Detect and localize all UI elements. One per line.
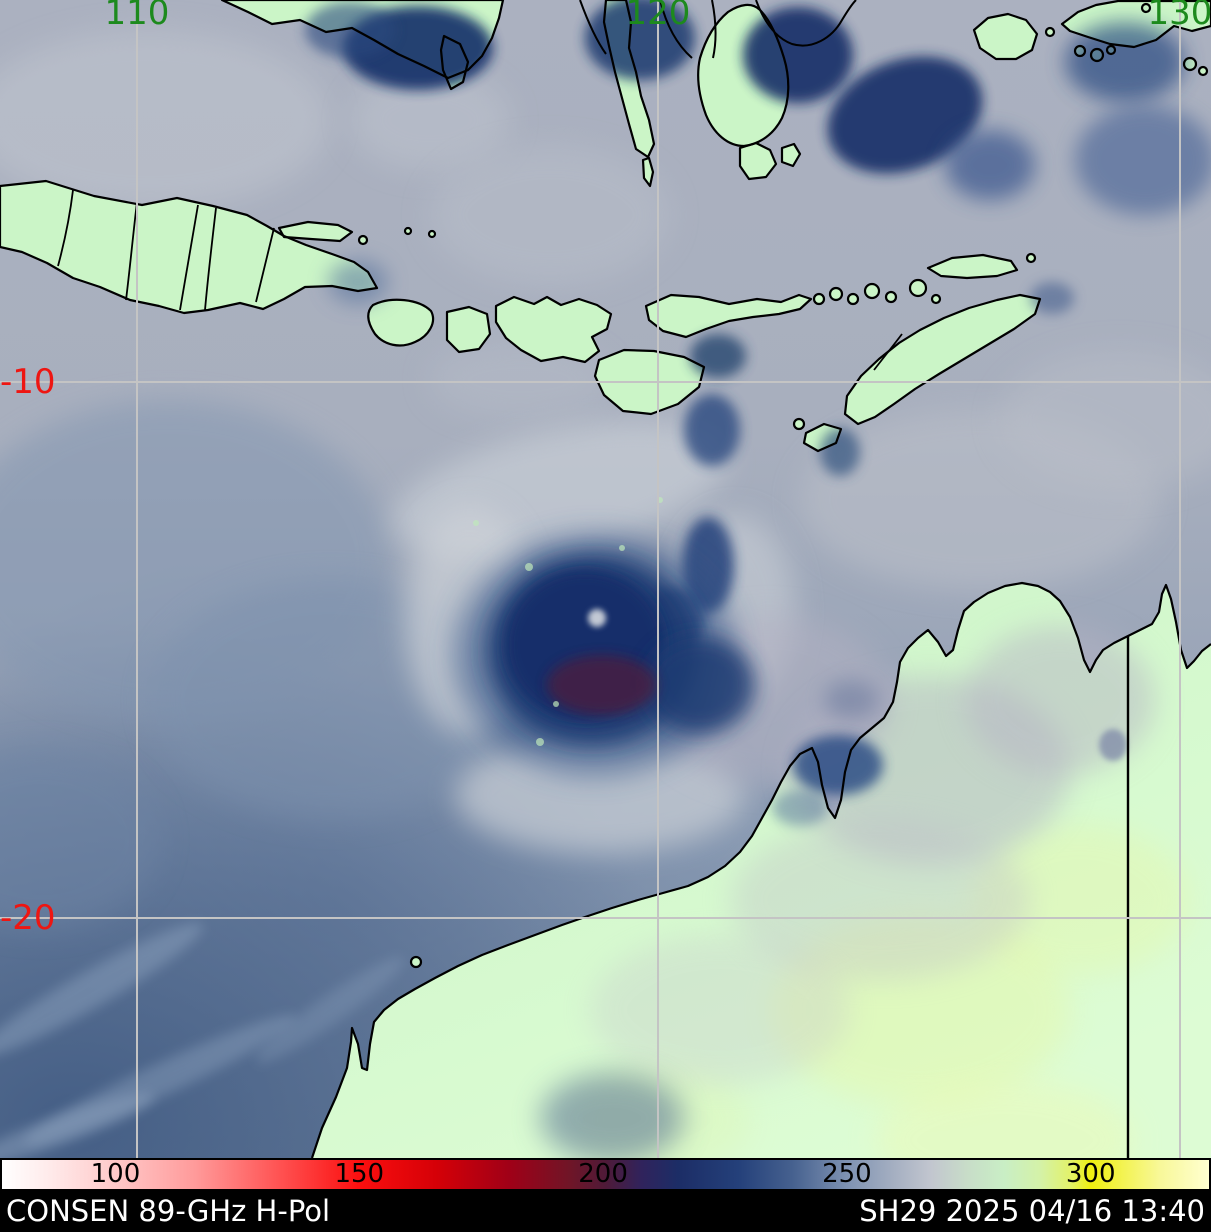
convection-blob (827, 56, 983, 174)
ocean-cloud-layer (0, 30, 1211, 1158)
convection-blob (690, 334, 746, 378)
speckle-layer (473, 497, 663, 746)
cyclone-eye (588, 609, 606, 627)
convection-blob (1099, 729, 1127, 761)
colorbar-tick-200: 200 (578, 1159, 628, 1189)
convection-blob (820, 428, 860, 476)
convection-blob (824, 680, 880, 720)
convection-blob (1030, 282, 1074, 314)
convection-layer (305, 0, 1211, 1158)
lon-label-130: 130 (1147, 0, 1211, 33)
cyclone-east-lobe (645, 637, 755, 733)
convection-blob (945, 130, 1035, 200)
lat-label--20: -20 (0, 898, 56, 938)
convection-blob (772, 790, 828, 826)
storm-timestamp: SH29 2025 04/16 13:40 (859, 1194, 1205, 1228)
rainband-blob (684, 394, 740, 466)
lon-label-110: 110 (104, 0, 170, 33)
convection-blob (1065, 22, 1185, 102)
convection-blob (743, 7, 853, 103)
brightness-temperature-colorbar: 100 150 200 250 300 (0, 1158, 1211, 1191)
convection-blob (793, 735, 883, 795)
colorbar-tick-150: 150 (334, 1159, 385, 1189)
product-title: CONSEN 89-GHz H-Pol (6, 1194, 331, 1228)
admin-borders (57, 189, 903, 371)
land-cloud-layer (570, 615, 1190, 1158)
lon-label-120: 120 (625, 0, 691, 33)
cyclone-deep-convection (547, 655, 657, 715)
colorbar-tick-250: 250 (822, 1159, 872, 1189)
coastline-layer (0, 0, 1211, 1158)
caption-bar: CONSEN 89-GHz H-Pol SH29 2025 04/16 13:4… (0, 1191, 1211, 1232)
colorbar-tick-300: 300 (1065, 1159, 1116, 1189)
colorbar-tick-100: 100 (90, 1159, 141, 1189)
convection-blob (328, 260, 388, 304)
convection-blob (1075, 105, 1211, 215)
imagery-and-coastlines (0, 0, 1211, 1158)
satellite-map: 110 120 130 -10 -20 (0, 0, 1211, 1158)
convection-blob (305, 2, 395, 58)
lat-label--10: -10 (0, 362, 56, 402)
convection-blob (540, 1073, 684, 1158)
gridline-layer (0, 0, 1211, 1158)
